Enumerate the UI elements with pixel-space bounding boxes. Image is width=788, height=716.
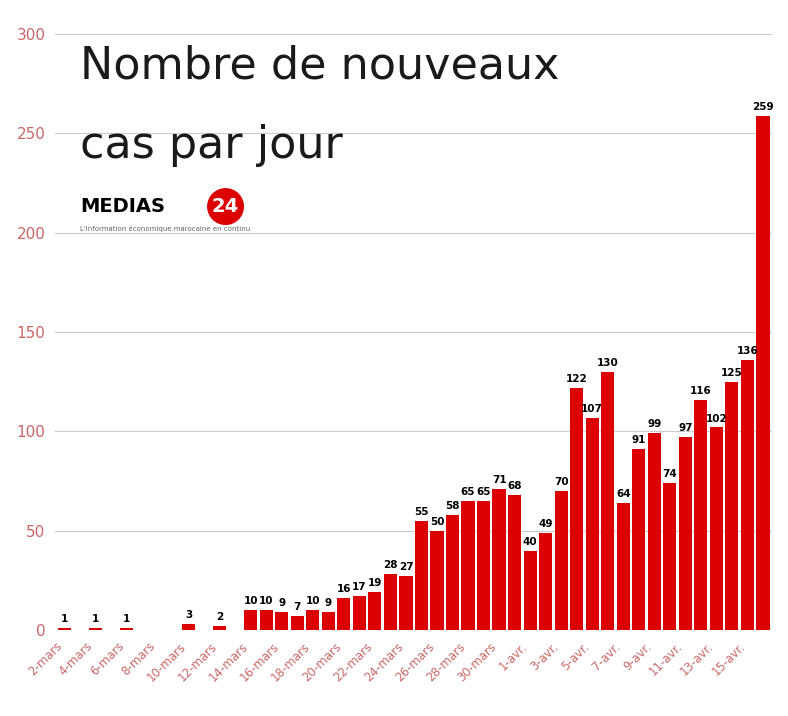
Text: Nombre de nouveaux: Nombre de nouveaux: [80, 44, 559, 87]
Bar: [275, 612, 288, 630]
Text: 1: 1: [123, 614, 130, 624]
Text: 71: 71: [492, 475, 507, 485]
Bar: [678, 437, 692, 630]
Bar: [213, 626, 226, 630]
Bar: [353, 596, 366, 630]
Bar: [585, 417, 599, 630]
Text: 97: 97: [678, 423, 693, 433]
Text: 24: 24: [212, 197, 240, 216]
Text: MEDIAS: MEDIAS: [80, 197, 165, 216]
Bar: [462, 501, 474, 630]
Text: cas par jour: cas par jour: [80, 124, 343, 167]
Text: 49: 49: [538, 519, 553, 529]
Bar: [710, 427, 723, 630]
Text: 7: 7: [294, 602, 301, 612]
Text: 9: 9: [278, 599, 285, 608]
Bar: [601, 372, 615, 630]
Text: 99: 99: [647, 420, 661, 430]
Text: 28: 28: [383, 561, 398, 571]
Text: 130: 130: [597, 358, 619, 368]
Bar: [120, 628, 133, 630]
Bar: [430, 531, 444, 630]
Text: 19: 19: [368, 579, 382, 589]
Text: 74: 74: [663, 469, 677, 479]
Text: 65: 65: [476, 487, 491, 497]
Bar: [400, 576, 413, 630]
Text: 125: 125: [721, 368, 743, 378]
Bar: [492, 489, 506, 630]
Text: 50: 50: [429, 517, 444, 527]
Bar: [663, 483, 676, 630]
Bar: [694, 400, 708, 630]
Bar: [446, 515, 459, 630]
Bar: [508, 495, 521, 630]
Text: 68: 68: [507, 481, 522, 491]
Text: 16: 16: [336, 584, 351, 594]
Text: 27: 27: [399, 563, 413, 573]
Text: 17: 17: [352, 582, 366, 592]
Bar: [555, 491, 567, 630]
Text: 10: 10: [259, 596, 273, 606]
Text: 3: 3: [185, 610, 192, 620]
Bar: [58, 628, 71, 630]
Text: 70: 70: [554, 477, 568, 487]
Bar: [741, 360, 754, 630]
Bar: [260, 610, 273, 630]
Text: L'information économique marocaine en continu: L'information économique marocaine en co…: [80, 225, 251, 232]
Bar: [632, 450, 645, 630]
Bar: [539, 533, 552, 630]
Bar: [756, 115, 770, 630]
Bar: [523, 551, 537, 630]
Text: 55: 55: [414, 507, 429, 517]
Text: 64: 64: [616, 489, 630, 499]
Text: 58: 58: [445, 501, 459, 511]
Text: 1: 1: [61, 614, 68, 624]
Text: 107: 107: [582, 404, 603, 414]
Bar: [244, 610, 258, 630]
Text: 40: 40: [522, 537, 537, 546]
Text: 91: 91: [631, 435, 646, 445]
Bar: [725, 382, 738, 630]
Text: 136: 136: [737, 346, 758, 356]
Bar: [322, 612, 335, 630]
Bar: [414, 521, 428, 630]
Text: 9: 9: [325, 599, 332, 608]
Bar: [477, 501, 490, 630]
Text: 2: 2: [216, 612, 223, 622]
Bar: [182, 624, 195, 630]
Text: 10: 10: [243, 596, 258, 606]
Text: 65: 65: [461, 487, 475, 497]
Bar: [648, 433, 661, 630]
Bar: [570, 388, 583, 630]
Bar: [89, 628, 102, 630]
Bar: [307, 610, 319, 630]
Text: 1: 1: [92, 614, 99, 624]
Bar: [368, 592, 381, 630]
Text: 10: 10: [306, 596, 320, 606]
Bar: [384, 574, 397, 630]
Text: 122: 122: [566, 374, 588, 384]
Text: 116: 116: [690, 386, 712, 396]
Bar: [617, 503, 630, 630]
Text: 102: 102: [705, 414, 727, 423]
Bar: [291, 616, 304, 630]
Bar: [337, 599, 351, 630]
Text: 259: 259: [752, 102, 774, 112]
